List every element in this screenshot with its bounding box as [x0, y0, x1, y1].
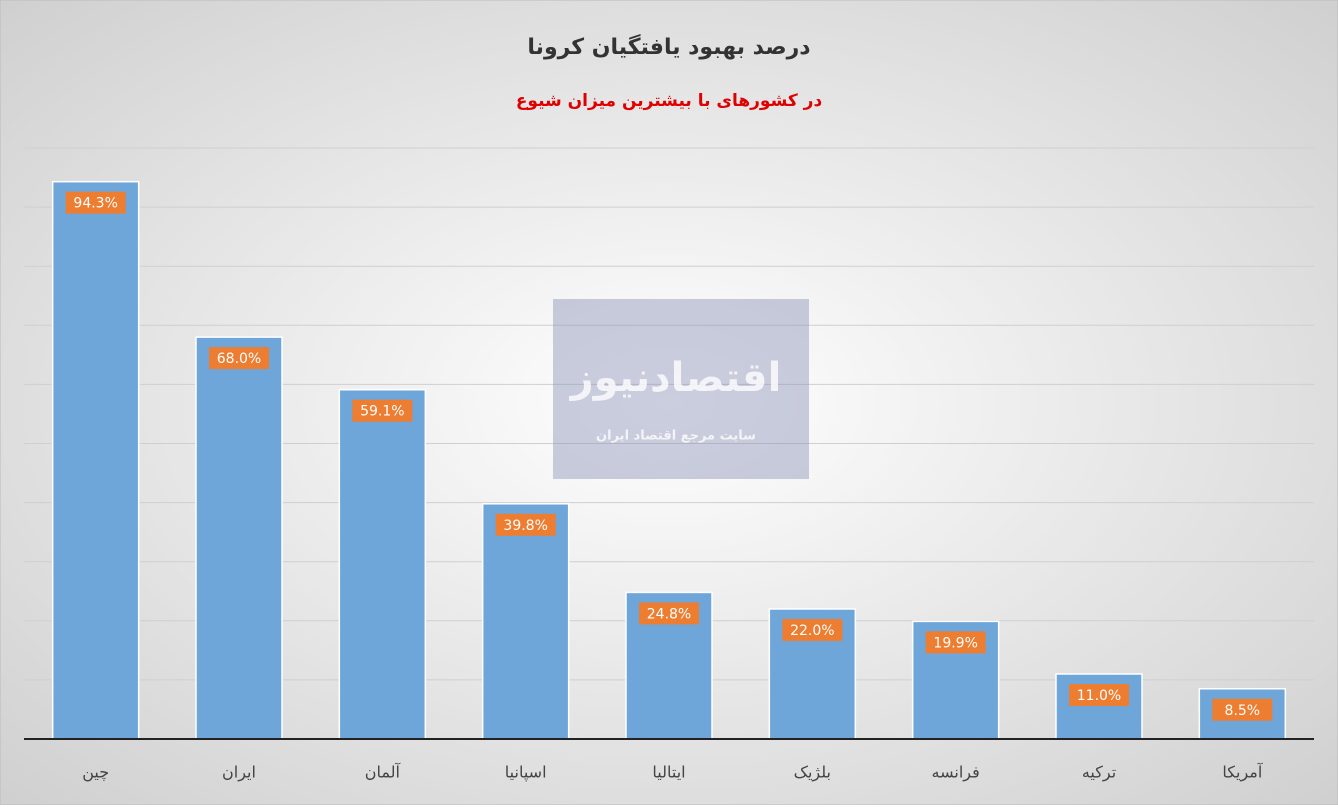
- value-label-box: [209, 347, 269, 370]
- x-tick-label: ایران: [222, 763, 256, 783]
- value-label: 11.0%: [1077, 688, 1121, 704]
- value-label: 68.0%: [217, 351, 261, 367]
- watermark-subtitle: سایت مرجع اقتصاد ایران: [596, 429, 756, 444]
- value-label: 24.8%: [647, 606, 691, 622]
- x-tick-label: آمریکا: [1222, 763, 1264, 783]
- x-tick-label: ترکیه: [1082, 763, 1116, 783]
- value-label: 8.5%: [1225, 703, 1261, 719]
- bar: [338, 388, 427, 740]
- value-label-box: [925, 631, 986, 654]
- value-label-box: [782, 618, 843, 641]
- value-label-box: [495, 513, 556, 536]
- value-label: 19.9%: [933, 635, 977, 651]
- bar: [1055, 673, 1143, 740]
- chart-title: درصد بهبود یافتگیان کرونا: [527, 33, 810, 60]
- value-label-box: [65, 191, 126, 214]
- bar: [51, 180, 140, 740]
- x-tick-label: ایتالیا: [652, 763, 685, 782]
- watermark-title: اقتصادنیوز: [569, 355, 782, 401]
- bar: [195, 336, 283, 740]
- watermark-box: [553, 299, 809, 479]
- bar: [481, 503, 570, 740]
- value-label-box: [352, 399, 413, 422]
- value-label: 39.8%: [503, 518, 547, 534]
- value-label: 59.1%: [360, 404, 404, 420]
- value-label: 22.0%: [790, 623, 834, 639]
- x-tick-label: اسپانیا: [505, 763, 547, 783]
- value-label: 94.3%: [73, 196, 117, 212]
- x-tick-label: چین: [82, 763, 109, 783]
- value-label-box: [639, 602, 699, 625]
- x-tick-label: بلژیک: [794, 763, 831, 783]
- value-label-box: [1212, 698, 1273, 721]
- x-tick-label: فرانسه: [932, 763, 980, 783]
- x-tick-label: آلمان: [365, 763, 402, 782]
- chart-subtitle: در کشورهای با بیشترین میزان شیوع: [516, 91, 823, 111]
- value-label-box: [1069, 683, 1129, 706]
